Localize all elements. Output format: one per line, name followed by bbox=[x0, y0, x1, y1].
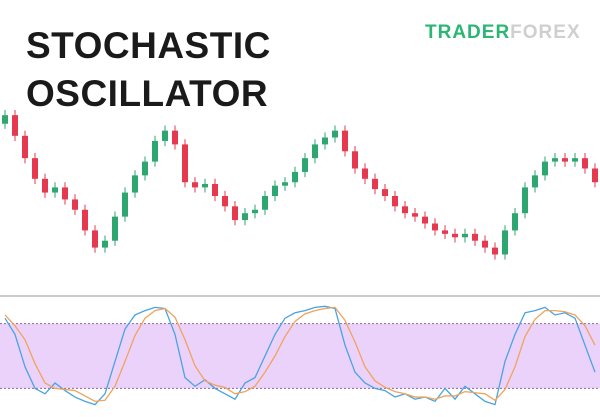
candle-body bbox=[312, 144, 318, 159]
candle-body bbox=[262, 196, 268, 210]
candle-body bbox=[352, 151, 358, 169]
candle-body bbox=[282, 182, 288, 186]
candle-body bbox=[52, 187, 58, 193]
candle-body bbox=[552, 158, 558, 162]
candle-body bbox=[542, 161, 548, 176]
candle-body bbox=[452, 233, 458, 238]
candle-body bbox=[382, 189, 388, 196]
logo: TRADERFOREX bbox=[425, 22, 581, 43]
candle-body bbox=[512, 213, 518, 231]
oscillator-line bbox=[4, 306, 596, 403]
candle-body bbox=[142, 161, 148, 176]
candle-body bbox=[132, 175, 138, 193]
logo-part: TRADER bbox=[425, 22, 510, 43]
candle-body bbox=[412, 213, 418, 217]
candle-body bbox=[122, 192, 128, 217]
candle-body bbox=[242, 213, 248, 221]
candle-body bbox=[482, 240, 488, 248]
candle-body bbox=[12, 115, 18, 136]
candle-body bbox=[42, 178, 48, 193]
title-line: OSCILLATOR bbox=[26, 73, 268, 114]
candle-body bbox=[572, 158, 578, 162]
candle-body bbox=[392, 196, 398, 207]
overbought-oversold-band bbox=[0, 323, 600, 389]
candle-body bbox=[212, 183, 218, 196]
candle-body bbox=[112, 216, 118, 241]
candle-body bbox=[152, 140, 158, 162]
candle-body bbox=[592, 168, 598, 183]
candle-body bbox=[492, 247, 498, 255]
candle-body bbox=[502, 230, 508, 255]
candle-body bbox=[232, 206, 238, 221]
candle-body bbox=[252, 209, 258, 214]
candle-body bbox=[272, 185, 278, 196]
candle-body bbox=[362, 168, 368, 179]
candle-body bbox=[432, 223, 438, 231]
candle-body bbox=[302, 158, 308, 172]
candle-body bbox=[342, 130, 348, 152]
candle-body bbox=[422, 216, 428, 224]
candle-body bbox=[462, 233, 468, 238]
candle-body bbox=[532, 175, 538, 188]
candle-body bbox=[102, 240, 108, 248]
oscillator-line bbox=[4, 305, 596, 406]
candle-body bbox=[442, 230, 448, 234]
candle-body bbox=[522, 187, 528, 214]
candle-body bbox=[182, 144, 188, 183]
candle-body bbox=[322, 137, 328, 145]
logo-part: FOREX bbox=[510, 22, 580, 43]
candle-body bbox=[202, 183, 208, 188]
title-line: STOCHASTIC bbox=[26, 25, 271, 66]
candle-body bbox=[192, 182, 198, 188]
candle-body bbox=[92, 230, 98, 248]
candle-body bbox=[562, 158, 568, 162]
candle-body bbox=[162, 130, 168, 141]
candle-body bbox=[72, 199, 78, 210]
candle-body bbox=[582, 158, 588, 169]
candle-body bbox=[472, 233, 478, 241]
candle-body bbox=[172, 130, 178, 145]
candle-body bbox=[222, 196, 228, 207]
candle-body bbox=[22, 135, 28, 159]
candle-body bbox=[2, 115, 8, 124]
candle-body bbox=[292, 171, 298, 183]
candle-body bbox=[82, 209, 88, 231]
candle-body bbox=[62, 187, 68, 200]
candle-body bbox=[402, 206, 408, 214]
candle-body bbox=[372, 178, 378, 190]
candle-body bbox=[332, 130, 338, 138]
candle-body bbox=[32, 158, 38, 179]
